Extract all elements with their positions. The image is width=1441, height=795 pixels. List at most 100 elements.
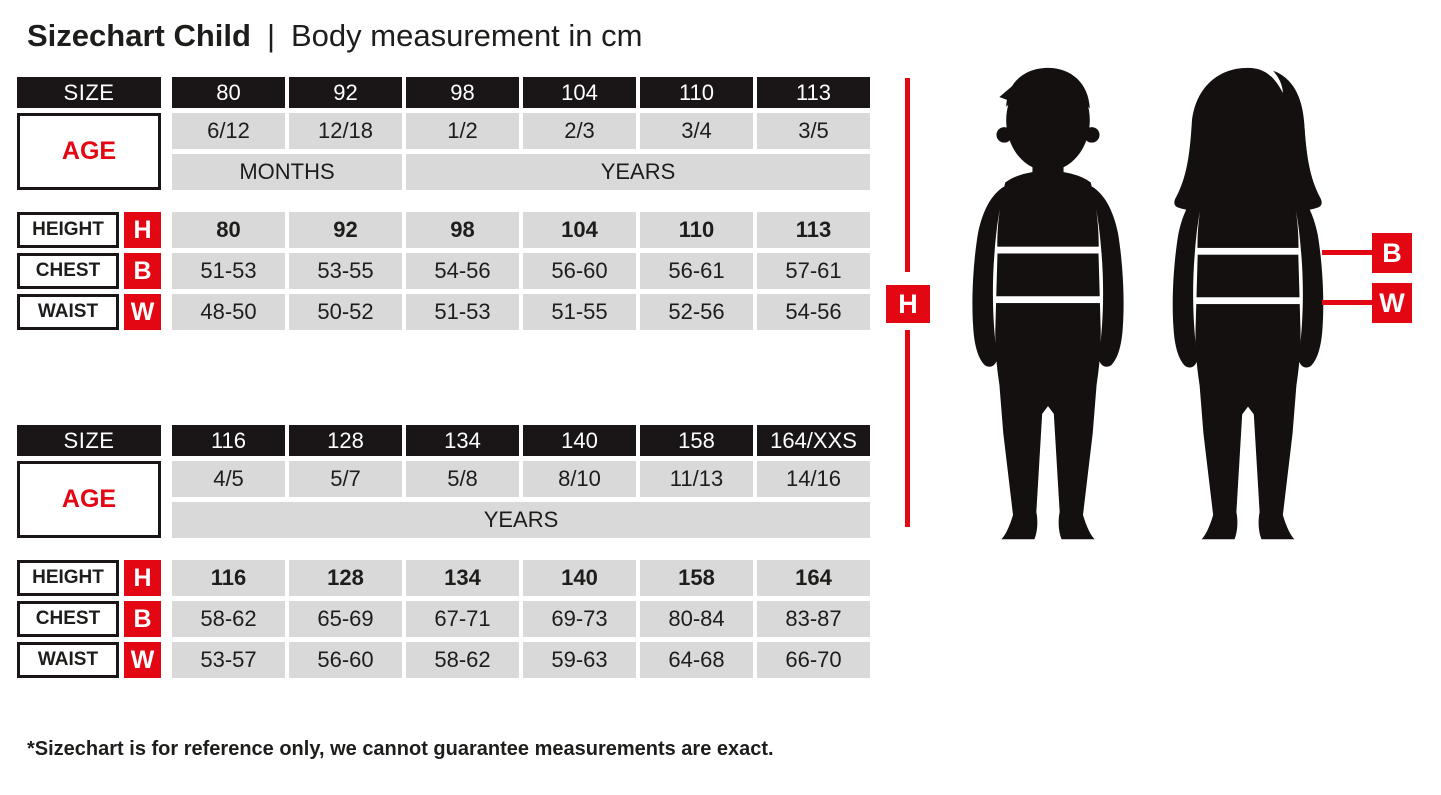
age-header-label: AGE xyxy=(17,113,161,190)
age-cell: 14/16 xyxy=(757,461,870,497)
height-cell: 98 xyxy=(406,212,519,248)
waist-header: WAIST W xyxy=(17,642,161,678)
height-cell: 158 xyxy=(640,560,753,596)
title-separator: | xyxy=(266,18,275,53)
waist-cell: 58-62 xyxy=(406,642,519,678)
height-header: HEIGHT H xyxy=(17,560,161,596)
age-cell: 5/7 xyxy=(289,461,402,497)
size-cell: 104 xyxy=(523,77,636,108)
age-cell: 11/13 xyxy=(640,461,753,497)
chest-cell: 56-60 xyxy=(523,253,636,289)
waist-header: WAIST W xyxy=(17,294,161,330)
size-cell: 128 xyxy=(289,425,402,456)
boy-chest-strap-line xyxy=(995,246,1101,254)
height-cell: 164 xyxy=(757,560,870,596)
girl-waist-strap-line xyxy=(1195,297,1301,305)
size-cell: 158 xyxy=(640,425,753,456)
size-cell: 116 xyxy=(172,425,285,456)
size-cell: 80 xyxy=(172,77,285,108)
waist-cell: 52-56 xyxy=(640,294,753,330)
age-cell: 5/8 xyxy=(406,461,519,497)
waist-cell: 54-56 xyxy=(757,294,870,330)
height-cell: 110 xyxy=(640,212,753,248)
age-unit-cell: YEARS xyxy=(172,502,870,538)
waist-cell: 51-53 xyxy=(406,294,519,330)
waist-letter-badge: W xyxy=(124,294,161,330)
height-header: HEIGHT H xyxy=(17,212,161,248)
chest-cell: 83-87 xyxy=(757,601,870,637)
waist-cell: 51-55 xyxy=(523,294,636,330)
size-header-label: SIZE xyxy=(17,77,161,108)
height-cell: 116 xyxy=(172,560,285,596)
age-cell: 2/3 xyxy=(523,113,636,149)
waist-indicator-badge: W xyxy=(1372,283,1412,323)
size-cell: 98 xyxy=(406,77,519,108)
chest-cell: 51-53 xyxy=(172,253,285,289)
height-header-label: HEIGHT xyxy=(17,212,119,248)
chest-cell: 53-55 xyxy=(289,253,402,289)
age-cell: 8/10 xyxy=(523,461,636,497)
size-cell: 113 xyxy=(757,77,870,108)
waist-cell: 53-57 xyxy=(172,642,285,678)
footnote: *Sizechart is for reference only, we can… xyxy=(27,738,774,760)
boy-silhouette-image xyxy=(972,67,1124,540)
height-indicator-badge: H xyxy=(886,285,930,323)
waist-header-label: WAIST xyxy=(17,642,119,678)
chest-cell: 58-62 xyxy=(172,601,285,637)
girl-silhouette-image xyxy=(1172,67,1324,540)
chest-letter-badge: B xyxy=(124,253,161,289)
age-cell: 3/4 xyxy=(640,113,753,149)
height-indicator-line-top xyxy=(905,78,910,272)
height-letter-badge: H xyxy=(124,212,161,248)
waist-cell: 56-60 xyxy=(289,642,402,678)
waist-cell: 48-50 xyxy=(172,294,285,330)
height-cell: 140 xyxy=(523,560,636,596)
size-cell: 134 xyxy=(406,425,519,456)
waist-header-label: WAIST xyxy=(17,294,119,330)
chest-header: CHEST B xyxy=(17,601,161,637)
height-letter-badge: H xyxy=(124,560,161,596)
chest-header-label: CHEST xyxy=(17,253,119,289)
age-unit-cell: MONTHS xyxy=(172,154,402,190)
chest-cell: 57-61 xyxy=(757,253,870,289)
age-header-label: AGE xyxy=(17,461,161,538)
age-cell: 12/18 xyxy=(289,113,402,149)
waist-cell: 64-68 xyxy=(640,642,753,678)
chest-cell: 80-84 xyxy=(640,601,753,637)
waist-letter-badge: W xyxy=(124,642,161,678)
height-cell: 113 xyxy=(757,212,870,248)
title-subtitle: Body measurement in cm xyxy=(291,18,643,53)
height-cell: 134 xyxy=(406,560,519,596)
height-cell: 128 xyxy=(289,560,402,596)
size-cell: 164/XXS xyxy=(757,425,870,456)
chest-indicator-badge: B xyxy=(1372,233,1412,273)
chest-cell: 69-73 xyxy=(523,601,636,637)
age-unit-cell: YEARS xyxy=(406,154,870,190)
age-cell: 6/12 xyxy=(172,113,285,149)
height-cell: 104 xyxy=(523,212,636,248)
waist-cell: 66-70 xyxy=(757,642,870,678)
waist-cell: 50-52 xyxy=(289,294,402,330)
size-table-large-sizes: SIZE 116 128 134 140 158 164/XXS AGE 4/5 5/7 5/8 8/… xyxy=(17,425,870,678)
title-product: Sizechart Child xyxy=(27,18,251,53)
chest-cell: 54-56 xyxy=(406,253,519,289)
chest-header: CHEST B xyxy=(17,253,161,289)
size-cell: 110 xyxy=(640,77,753,108)
size-header-label: SIZE xyxy=(17,425,161,456)
waist-cell: 59-63 xyxy=(523,642,636,678)
size-table-small-sizes: SIZE 80 92 98 104 110 113 AGE 6/12 12/18 1/2 2/3 3/4… xyxy=(17,77,870,330)
height-indicator-line-bottom xyxy=(905,330,910,527)
chest-letter-badge: B xyxy=(124,601,161,637)
chest-cell: 67-71 xyxy=(406,601,519,637)
chest-cell: 56-61 xyxy=(640,253,753,289)
age-cell: 1/2 xyxy=(406,113,519,149)
boy-waist-strap-line xyxy=(995,296,1101,304)
page-title: Sizechart Child | Body measurement in cm xyxy=(27,18,642,54)
waist-indicator-line xyxy=(1322,300,1372,305)
girl-chest-strap-line xyxy=(1195,247,1301,255)
size-cell: 140 xyxy=(523,425,636,456)
age-cell: 3/5 xyxy=(757,113,870,149)
height-cell: 80 xyxy=(172,212,285,248)
chest-indicator-line xyxy=(1322,250,1372,255)
